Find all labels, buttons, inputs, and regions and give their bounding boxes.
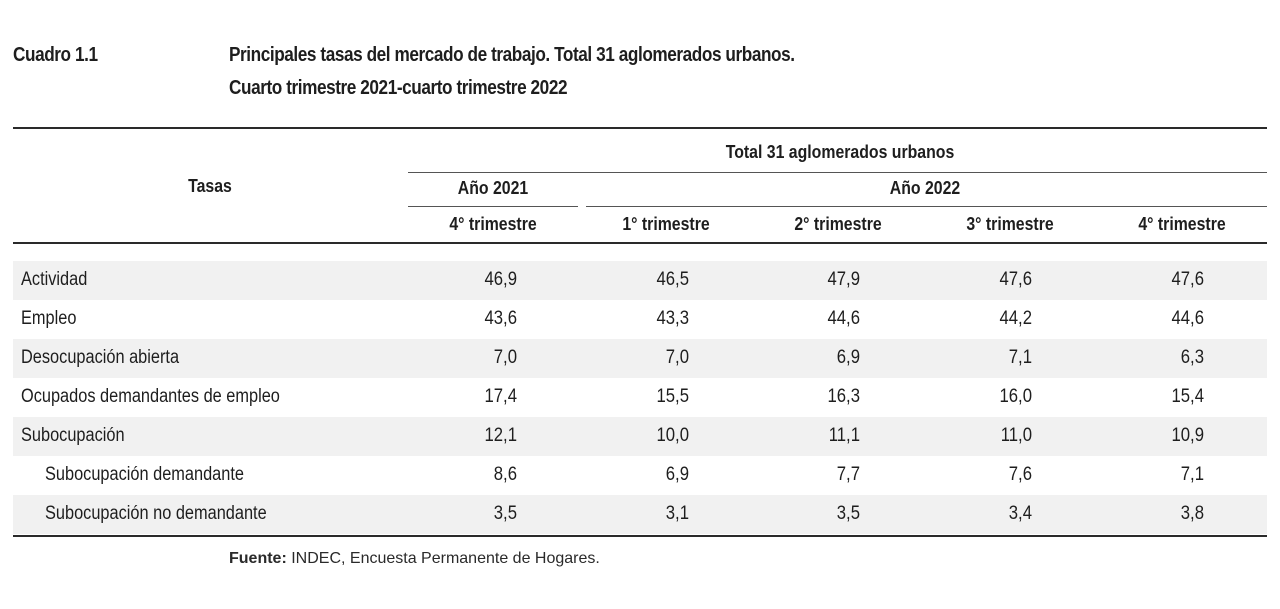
table-cell: 10,0: [656, 425, 689, 446]
quarter-header: 4° trimestre: [1138, 214, 1226, 234]
table-cell: 10,9: [1171, 425, 1204, 446]
year-2022-header: Año 2022: [889, 178, 961, 198]
row-label: Actividad: [21, 269, 88, 290]
year-2021-header: Año 2021: [457, 178, 529, 198]
table-cell: 43,6: [484, 308, 517, 329]
quarter-header: 1° trimestre: [622, 214, 710, 234]
column-group-header: Total 31 aglomerados urbanos: [725, 142, 955, 162]
quarter-header: 2° trimestre: [794, 214, 882, 234]
table-title: Principales tasas del mercado de trabajo…: [229, 44, 795, 66]
table-cell: 7,6: [1008, 464, 1032, 485]
table-cell: 44,6: [827, 308, 860, 329]
table-cell: 15,4: [1171, 386, 1204, 407]
table-cell: 16,3: [827, 386, 860, 407]
table-cell: 12,1: [484, 425, 517, 446]
table-cell: 15,5: [656, 386, 689, 407]
group-header-rule: [408, 172, 1267, 173]
quarter-header: 3° trimestre: [966, 214, 1054, 234]
year-2021-rule: [408, 206, 578, 207]
row-label: Empleo: [21, 308, 77, 329]
year-2022-rule: [586, 206, 1267, 207]
table-cell: 7,1: [1180, 464, 1204, 485]
source-label: Fuente:: [229, 550, 287, 567]
table-top-rule: [13, 127, 1267, 129]
column-header-tasas: Tasas: [188, 176, 232, 196]
table-cell: 46,5: [656, 269, 689, 290]
table-cell: 6,3: [1180, 347, 1204, 368]
table-cell: 8,6: [493, 464, 517, 485]
table-cell: 7,7: [836, 464, 860, 485]
row-stripe: [13, 261, 1267, 300]
table-cell: 7,0: [665, 347, 689, 368]
source-note: Fuente: INDEC, Encuesta Permanente de Ho…: [229, 550, 600, 568]
quarter-header: 4° trimestre: [449, 214, 537, 234]
row-label: Desocupación abierta: [21, 347, 180, 368]
row-label: Ocupados demandantes de empleo: [21, 386, 280, 407]
row-stripe: [13, 495, 1267, 534]
table-cell: 43,3: [656, 308, 689, 329]
table-cell: 44,2: [999, 308, 1032, 329]
table-number: Cuadro 1.1: [13, 44, 98, 66]
table-cell: 7,0: [493, 347, 517, 368]
row-label: Subocupación: [21, 425, 125, 446]
table-cell: 47,6: [1171, 269, 1204, 290]
table-bottom-rule: [13, 535, 1267, 537]
table-cell: 11,0: [1000, 425, 1032, 446]
table-cell: 11,1: [828, 425, 860, 446]
table-cell: 6,9: [836, 347, 860, 368]
table-cell: 47,6: [999, 269, 1032, 290]
header-bottom-rule: [13, 242, 1267, 244]
table-cell: 6,9: [665, 464, 689, 485]
table-cell: 3,8: [1180, 503, 1204, 524]
row-stripe: [13, 339, 1267, 378]
row-stripe: [13, 417, 1267, 456]
table-cell: 3,5: [493, 503, 517, 524]
table-cell: 3,5: [836, 503, 860, 524]
table-cell: 7,1: [1008, 347, 1032, 368]
row-label: Subocupación demandante: [45, 464, 244, 485]
table-cell: 16,0: [999, 386, 1032, 407]
table-cell: 17,4: [484, 386, 517, 407]
table-cell: 44,6: [1171, 308, 1204, 329]
table-cell: 3,4: [1008, 503, 1032, 524]
table-cell: 46,9: [484, 269, 517, 290]
table-subtitle: Cuarto trimestre 2021-cuarto trimestre 2…: [229, 77, 568, 99]
table-cell: 47,9: [827, 269, 860, 290]
table-cell: 3,1: [665, 503, 689, 524]
source-text: INDEC, Encuesta Permanente de Hogares.: [286, 550, 600, 567]
row-label: Subocupación no demandante: [45, 503, 267, 524]
